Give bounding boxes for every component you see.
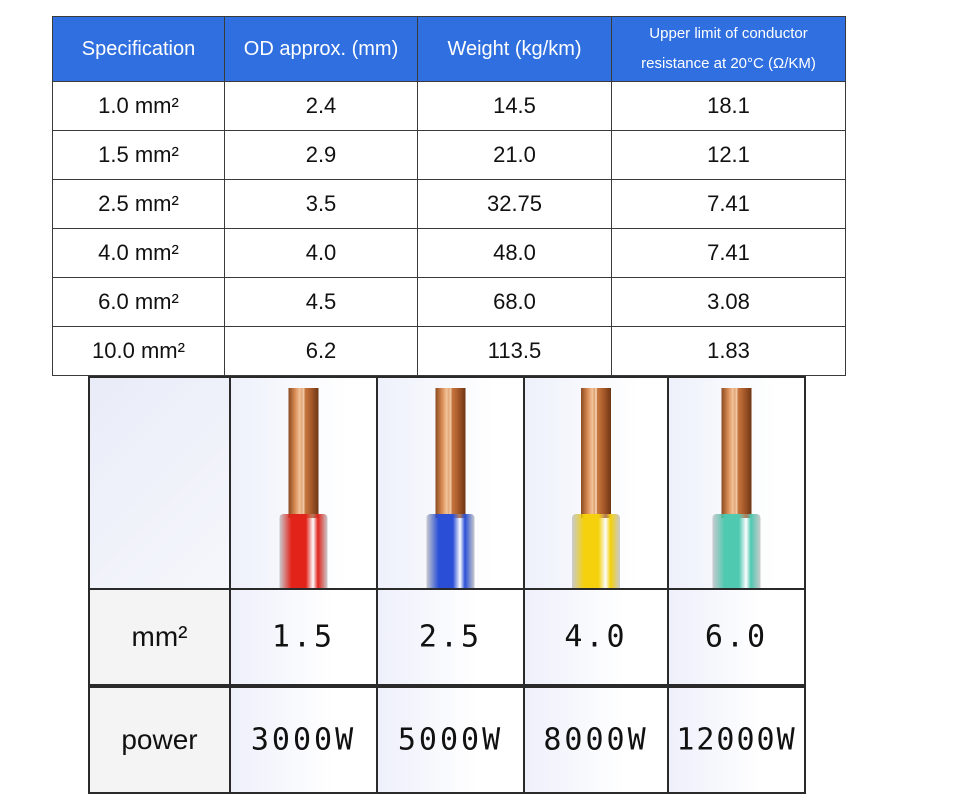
table-row: 1.5 mm² 2.9 21.0 12.1 — [52, 130, 846, 180]
mm-value-cell: 2.5 — [376, 588, 525, 686]
cell-spec: 6.0 mm² — [52, 277, 225, 327]
terminal-image-cell — [523, 376, 669, 590]
cell-resistance: 12.1 — [611, 130, 846, 180]
copper-conductor — [288, 388, 319, 518]
red-wire-terminal-icon — [231, 378, 376, 588]
header-specification: Specification — [52, 16, 225, 82]
table-row: 1.0 mm² 2.4 14.5 18.1 — [52, 81, 846, 131]
power-value-cell: 8000W — [523, 686, 669, 794]
insulation-sleeve — [279, 514, 328, 588]
cell-od: 2.4 — [224, 81, 418, 131]
cell-weight: 14.5 — [417, 81, 612, 131]
cell-resistance: 18.1 — [611, 81, 846, 131]
cell-weight: 21.0 — [417, 130, 612, 180]
cell-od: 2.9 — [224, 130, 418, 180]
power-value: 5000W — [397, 722, 504, 758]
terminal-image-cell — [376, 376, 525, 590]
copper-conductor — [581, 388, 611, 518]
green-wire-terminal-icon — [669, 378, 804, 588]
cell-resistance: 7.41 — [611, 179, 846, 229]
yellow-wire-terminal-icon — [525, 378, 667, 588]
cell-resistance: 1.83 — [611, 326, 846, 376]
mm-value: 2.5 — [418, 619, 483, 655]
power-label: power — [121, 724, 198, 755]
mm-value: 4.0 — [564, 619, 628, 655]
cell-spec: 1.5 mm² — [52, 130, 225, 180]
copper-conductor — [721, 388, 752, 518]
cell-od: 3.5 — [224, 179, 418, 229]
empty-corner-cell — [88, 376, 231, 590]
spec-table: Specification OD approx. (mm) Weight (kg… — [52, 16, 846, 376]
cell-weight: 48.0 — [417, 228, 612, 278]
mm-value-cell: 1.5 — [229, 588, 378, 686]
power-value: 8000W — [543, 722, 649, 758]
mm-label: mm² — [131, 621, 188, 652]
cell-spec: 2.5 mm² — [52, 179, 225, 229]
table-row: 10.0 mm² 6.2 113.5 1.83 — [52, 326, 846, 376]
power-value-cell: 5000W — [376, 686, 525, 794]
power-value: 3000W — [250, 722, 357, 758]
cell-weight: 68.0 — [417, 277, 612, 327]
blue-wire-terminal-icon — [378, 378, 523, 588]
table-row: 4.0 mm² 4.0 48.0 7.41 — [52, 228, 846, 278]
cell-od: 6.2 — [224, 326, 418, 376]
copper-conductor — [435, 388, 466, 518]
mm-value: 6.0 — [704, 619, 769, 655]
cell-weight: 113.5 — [417, 326, 612, 376]
table-row: 6.0 mm² 4.5 68.0 3.08 — [52, 277, 846, 327]
power-value-cell: 3000W — [229, 686, 378, 794]
mm-value: 1.5 — [271, 619, 336, 655]
terminal-comparison-panel: mm² 1.5 2.5 4.0 6.0 power 3000W 5000W 80… — [88, 376, 806, 794]
cell-od: 4.5 — [224, 277, 418, 327]
insulation-sleeve — [712, 514, 761, 588]
cell-spec: 1.0 mm² — [52, 81, 225, 131]
mm-label-cell: mm² — [88, 588, 231, 686]
table-row: 2.5 mm² 3.5 32.75 7.41 — [52, 179, 846, 229]
table-header-row: Specification OD approx. (mm) Weight (kg… — [52, 16, 846, 82]
mm-value-cell: 6.0 — [667, 588, 806, 686]
cell-weight: 32.75 — [417, 179, 612, 229]
cell-spec: 4.0 mm² — [52, 228, 225, 278]
mm-value-cell: 4.0 — [523, 588, 669, 686]
terminal-image-cell — [667, 376, 806, 590]
cell-spec: 10.0 mm² — [52, 326, 225, 376]
cell-od: 4.0 — [224, 228, 418, 278]
header-weight: Weight (kg/km) — [417, 16, 612, 82]
cell-resistance: 7.41 — [611, 228, 846, 278]
power-label-cell: power — [88, 686, 231, 794]
power-value: 12000W — [676, 722, 797, 758]
header-od: OD approx. (mm) — [224, 16, 418, 82]
header-resistance: Upper limit of conductor resistance at 2… — [611, 16, 846, 82]
insulation-sleeve — [426, 514, 475, 588]
cell-resistance: 3.08 — [611, 277, 846, 327]
terminal-image-cell — [229, 376, 378, 590]
insulation-sleeve — [572, 514, 620, 588]
power-value-cell: 12000W — [667, 686, 806, 794]
